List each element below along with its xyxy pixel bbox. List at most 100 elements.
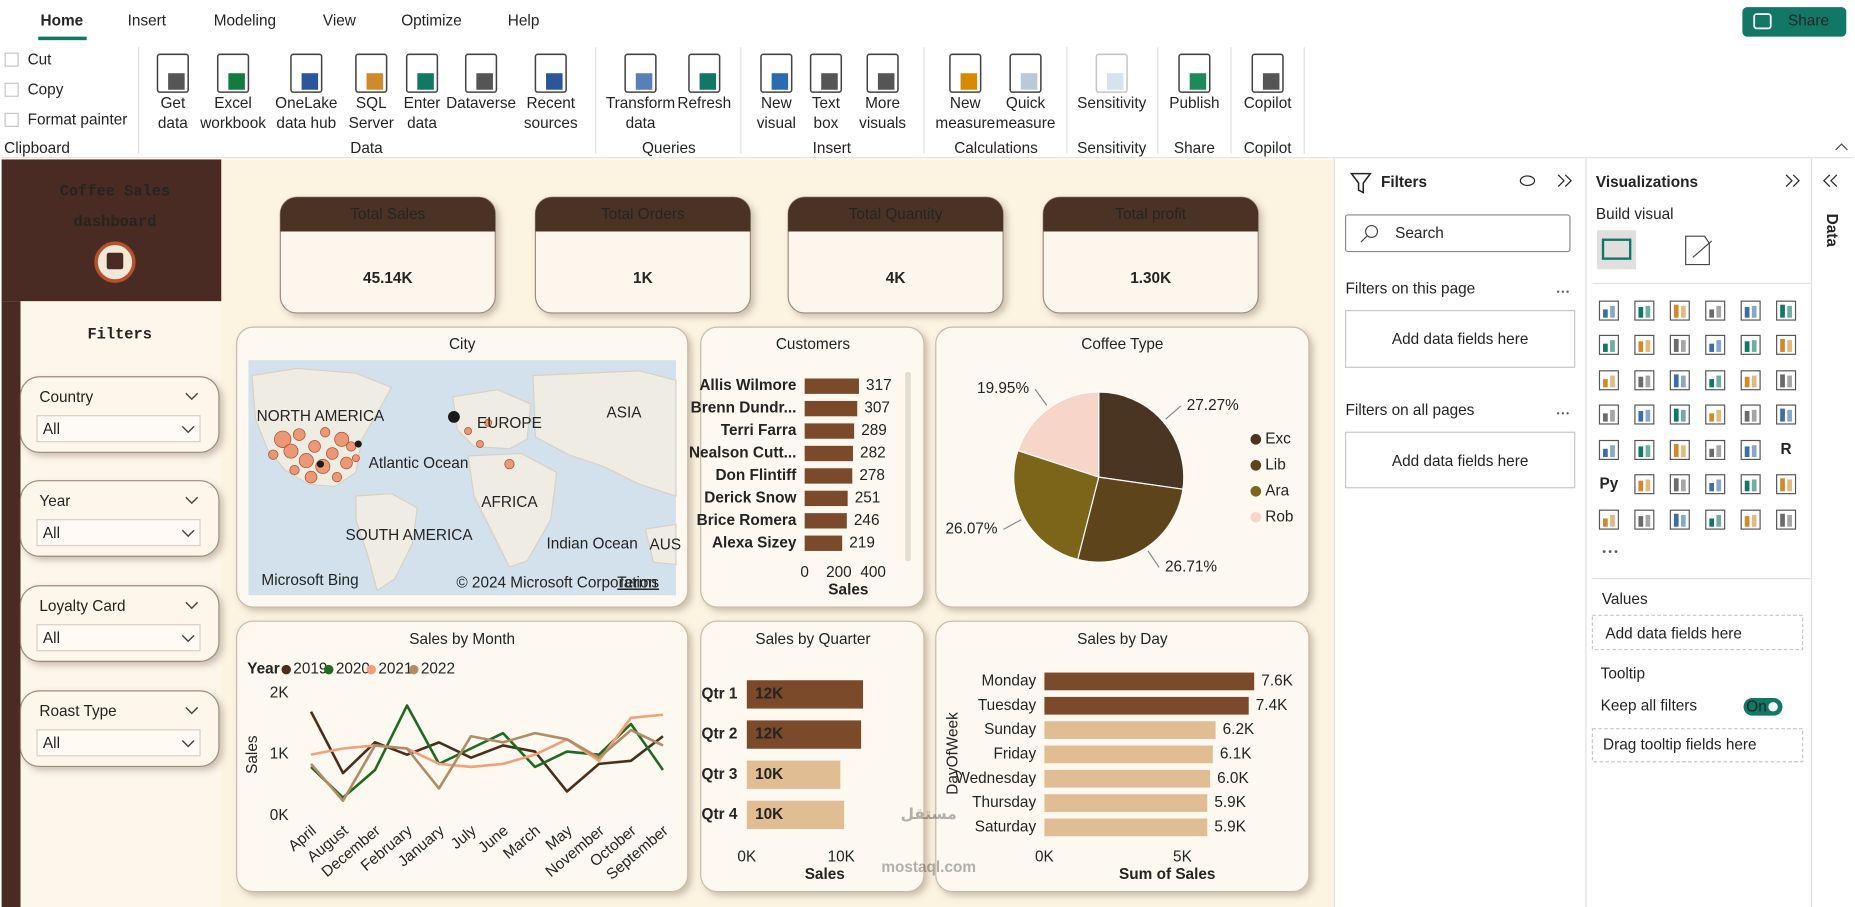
ribbon-tab[interactable]: Modeling [214,12,276,29]
collapse-viz[interactable] [1792,174,1800,188]
viz-icon[interactable] [1776,474,1797,495]
more-options[interactable] [1556,290,1569,415]
ribbon-button[interactable]: data hub [276,115,336,132]
viz-icon[interactable] [1669,300,1690,321]
viz-icon[interactable] [1669,404,1690,425]
expand-data[interactable] [1830,174,1838,188]
collapse-ribbon[interactable] [1835,143,1848,151]
slicer-value[interactable]: All [43,525,60,542]
viz-icon[interactable] [1740,334,1761,355]
ribbon-button[interactable]: data [158,115,188,132]
ribbon-button[interactable]: Copy [28,81,64,98]
viz-icon[interactable] [1740,404,1761,425]
viz-icon[interactable] [1705,300,1726,321]
viz-icon[interactable] [1740,509,1761,530]
ribbon-button[interactable]: Sensitivity [1077,95,1146,112]
ribbon-button[interactable]: Copilot [1244,95,1292,112]
viz-icon-label[interactable]: Py [1600,475,1619,492]
scrollbar[interactable] [905,372,911,561]
field-well[interactable] [1591,728,1804,763]
viz-icon[interactable] [1740,300,1761,321]
ribbon-button[interactable]: workbook [199,115,266,132]
ribbon-button[interactable]: Enter [404,95,441,112]
ribbon-button[interactable]: Cut [28,51,53,68]
ribbon-button[interactable]: More [865,95,900,112]
ribbon-button[interactable]: New [761,95,793,112]
viz-icon[interactable] [1705,509,1726,530]
viz-icon[interactable] [1634,474,1655,495]
viz-icon[interactable] [1705,404,1726,425]
viz-icon[interactable] [1776,509,1797,530]
viz-icon[interactable] [1634,300,1655,321]
search-box[interactable] [1344,214,1571,253]
viz-icon[interactable] [1598,404,1619,425]
viz-icon[interactable] [1705,370,1726,391]
collapse-viz[interactable] [1785,174,1793,188]
filter-well[interactable] [1344,310,1576,368]
ribbon-tab[interactable]: Insert [128,12,167,29]
viz-icon[interactable] [1776,370,1797,391]
slicer-value[interactable]: All [43,630,60,647]
viz-icon[interactable] [1598,439,1619,460]
ribbon-button[interactable]: visuals [859,115,906,132]
ribbon-button[interactable]: box [814,115,839,132]
viz-icon[interactable] [1669,509,1690,530]
ribbon-button[interactable]: Publish [1169,95,1219,112]
ribbon-button[interactable]: Excel [214,95,252,112]
ribbon-button[interactable]: data [407,115,437,132]
viz-icon[interactable] [1598,509,1619,530]
ribbon-button[interactable]: data [626,115,656,132]
viz-icon[interactable] [1598,370,1619,391]
filter-well[interactable] [1344,431,1576,489]
ribbon-tab[interactable]: Optimize [401,12,462,29]
slicer-dropdowns[interactable] [36,415,201,757]
viz-icon[interactable] [1740,370,1761,391]
data-tab[interactable]: Data [1823,214,1840,248]
viz-icon[interactable] [1705,474,1726,495]
viz-icon-label[interactable]: R [1781,441,1792,458]
viz-icon[interactable] [1634,404,1655,425]
viz-icon[interactable] [1634,509,1655,530]
expand-data[interactable] [1823,174,1831,188]
ribbon-button[interactable]: visual [757,115,796,132]
viz-icon[interactable] [1669,439,1690,460]
share-label[interactable]: Share [1788,12,1829,29]
viz-icon[interactable] [1705,439,1726,460]
viz-icon[interactable] [1740,474,1761,495]
viz-icon[interactable] [1598,334,1619,355]
ribbon-button[interactable]: Recent [526,95,575,112]
viz-icon[interactable] [1634,439,1655,460]
ribbon-button[interactable]: Transform [606,95,675,112]
collapse-filters[interactable] [1564,174,1572,188]
map-terms[interactable]: Terms [617,574,659,591]
viz-icon[interactable] [1669,474,1690,495]
eye-icon[interactable] [1519,175,1536,187]
viz-icon[interactable] [1740,439,1761,460]
ribbon-tab[interactable]: Home [41,12,84,29]
more-visuals[interactable] [1602,550,1618,553]
ribbon-button[interactable]: Quick [1006,95,1046,112]
ribbon-tab[interactable]: Help [508,12,540,29]
field-well[interactable] [1591,614,1804,651]
viz-icon[interactable] [1669,370,1690,391]
format-visual-icon[interactable] [1685,235,1713,266]
viz-icon[interactable] [1776,334,1797,355]
ribbon-button[interactable]: Refresh [677,95,731,112]
search-placeholder[interactable]: Search [1395,225,1444,242]
ribbon-button[interactable]: sources [524,115,578,132]
viz-icon[interactable] [1705,334,1726,355]
ribbon-button[interactable]: New [950,95,982,112]
ribbon-button[interactable]: measure [935,115,995,132]
viz-icon[interactable] [1598,300,1619,321]
viz-icon[interactable] [1634,370,1655,391]
slicer-value[interactable]: All [43,735,60,752]
viz-icon[interactable] [1776,404,1797,425]
viz-icon[interactable] [1776,300,1797,321]
slicer-value[interactable]: All [43,421,60,438]
ribbon-button[interactable]: Text [812,95,841,112]
viz-icon[interactable] [1669,334,1690,355]
ribbon-button[interactable]: Format painter [28,112,128,129]
viz-icon[interactable] [1634,334,1655,355]
ribbon-button[interactable]: SQL [356,95,387,112]
ribbon-button[interactable]: Server [349,115,394,132]
